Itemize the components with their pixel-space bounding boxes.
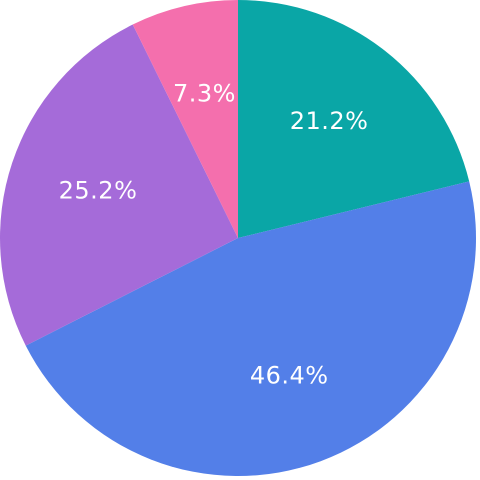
slice-label: 25.2%	[59, 176, 138, 204]
slice-label: 7.3%	[173, 79, 236, 107]
slice-label: 21.2%	[290, 107, 369, 135]
pie-slice	[25, 181, 477, 477]
pie-slice	[238, 0, 470, 238]
pie-slice	[0, 24, 239, 346]
pie-slice	[132, 0, 238, 238]
slice-label: 46.4%	[250, 361, 329, 389]
